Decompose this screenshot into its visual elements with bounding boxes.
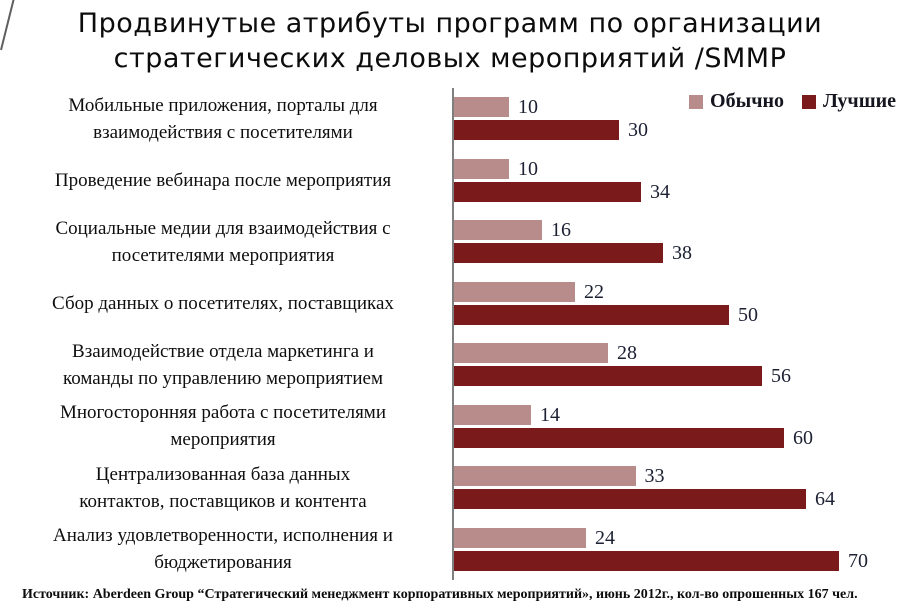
bar-line: 22 <box>454 280 900 303</box>
bar <box>454 404 531 425</box>
bar-value: 28 <box>617 342 637 365</box>
bar <box>454 366 762 387</box>
chart-category-row: Сбор данных о посетителях, поставщиках 2… <box>0 272 900 334</box>
bar-value: 33 <box>644 465 665 488</box>
bar-line: 56 <box>454 365 900 388</box>
bar-value: 70 <box>848 549 868 572</box>
category-bars: 10 30 <box>452 88 900 150</box>
bar <box>454 97 509 118</box>
bar-value: 64 <box>815 488 835 511</box>
chart-category-row: Взаимодействие отдела маркетинга и коман… <box>0 334 900 396</box>
bar-value: 34 <box>650 180 670 203</box>
category-label: Социальные медии для взаимодействия с по… <box>55 217 391 266</box>
category-label: Взаимодействие отдела маркетинга и коман… <box>63 340 383 389</box>
category-bars: 14 60 <box>452 395 900 457</box>
bar-line: 30 <box>454 119 900 142</box>
chart-category-row: Анализ удовлетворенности, исполнения и б… <box>0 518 900 580</box>
category-label: Многосторонняя работа с посетителями мер… <box>59 402 386 451</box>
category-bars: 10 34 <box>452 149 900 211</box>
bar <box>454 550 839 571</box>
legend-item-luchshie: Лучшие <box>802 90 896 113</box>
bar-line: 14 <box>454 403 900 426</box>
bar <box>454 158 509 179</box>
bar <box>454 120 619 141</box>
chart-rows: Мобильные приложения, порталы для взаимо… <box>0 88 900 580</box>
category-bars: 24 70 <box>452 518 900 580</box>
bar <box>454 181 641 202</box>
bar <box>454 304 729 325</box>
chart-category-row: Централизованная база данных контактов, … <box>0 457 900 519</box>
bar-line: 28 <box>454 342 900 365</box>
chart-category-row: Социальные медии для взаимодействия с по… <box>0 211 900 273</box>
chart-category-row: Многосторонняя работа с посетителями мер… <box>0 395 900 457</box>
bar <box>454 343 608 364</box>
bar-value: 56 <box>771 365 791 388</box>
bar-line: 10 <box>454 96 900 119</box>
bar-line: 38 <box>454 242 900 265</box>
bar <box>454 489 806 510</box>
legend-item-obychno: Обычно <box>689 90 784 113</box>
bar-value: 50 <box>738 303 758 326</box>
bar-value: 22 <box>584 280 604 303</box>
bar-line: 50 <box>454 303 900 326</box>
bar-line: 33 <box>454 465 900 488</box>
chart-category-row: Мобильные приложения, порталы для взаимо… <box>0 88 900 150</box>
category-label: Анализ удовлетворенности, исполнения и б… <box>53 525 393 574</box>
bar-value: 10 <box>518 157 538 180</box>
bar-value: 24 <box>595 526 615 549</box>
bar-value: 60 <box>793 426 813 449</box>
legend-label: Лучшие <box>823 90 896 112</box>
bar <box>454 466 636 487</box>
category-bars: 22 50 <box>452 272 900 334</box>
legend-swatch <box>802 94 817 109</box>
bar-line: 16 <box>454 219 900 242</box>
bar-value: 30 <box>628 119 648 142</box>
bar-line: 64 <box>454 488 900 511</box>
category-bars: 28 56 <box>452 334 900 396</box>
chart-title-line2: стратегических деловых мероприятий /SMMP <box>113 43 787 74</box>
chart-title: Продвинутые атрибуты программ по организ… <box>0 6 900 76</box>
bar-line: 24 <box>454 526 900 549</box>
legend-label: Обычно <box>710 90 785 112</box>
bar <box>454 281 575 302</box>
chart-title-line1: Продвинутые атрибуты программ по организ… <box>77 8 823 39</box>
source-note: Источник: Aberdeen Group “Стратегический… <box>22 587 858 602</box>
chart-legend: Обычно Лучшие <box>689 90 896 113</box>
bar <box>454 243 663 264</box>
bar <box>454 427 784 448</box>
bar-line: 10 <box>454 157 900 180</box>
category-bars: 33 64 <box>452 457 900 519</box>
bar-chart: Обычно Лучшие Мобильные приложения, порт… <box>0 88 900 580</box>
category-label: Мобильные приложения, порталы для взаимо… <box>68 94 378 143</box>
legend-swatch <box>689 94 704 109</box>
bar-line: 34 <box>454 180 900 203</box>
category-label: Проведение вебинара после мероприятия <box>54 169 392 191</box>
bar <box>454 527 586 548</box>
corner-pen-stroke-decoration <box>0 0 15 51</box>
bar-line: 60 <box>454 426 900 449</box>
bar-value: 10 <box>518 96 538 119</box>
category-label: Централизованная база данных контактов, … <box>79 463 367 512</box>
category-bars: 16 38 <box>452 211 900 273</box>
bar-line: 70 <box>454 549 900 572</box>
bar-value: 16 <box>551 219 571 242</box>
chart-category-row: Проведение вебинара после мероприятия 10… <box>0 149 900 211</box>
bar-value: 14 <box>540 403 560 426</box>
bar <box>454 220 542 241</box>
category-label: Сбор данных о посетителях, поставщиках <box>52 292 394 314</box>
bar-value: 38 <box>672 242 692 265</box>
